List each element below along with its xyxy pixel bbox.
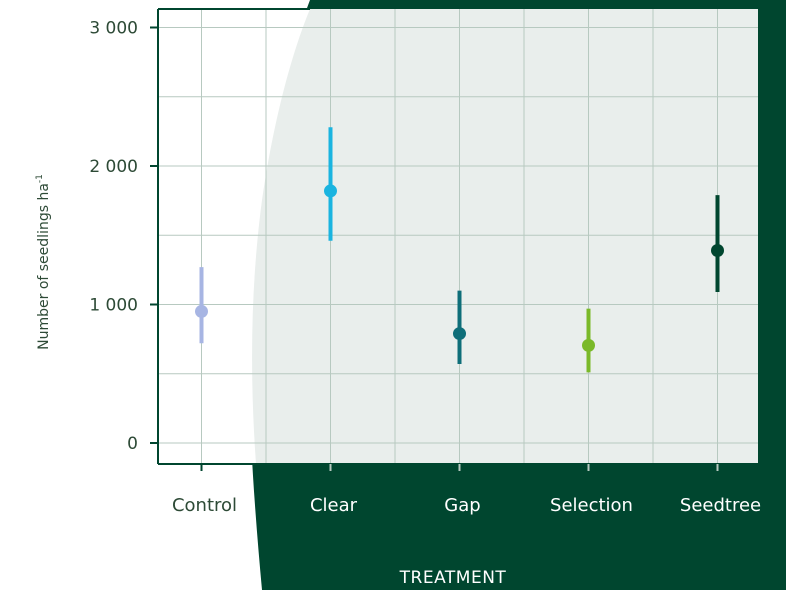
x-ticks: Control Clear Gap Selection Seedtree [172,464,761,516]
y-axis-title: Number of seedlings ha-1 [35,174,52,350]
y-axis-title-text: Number of seedlings ha [36,183,52,350]
data-point [324,184,337,198]
x-tick-label: Gap [444,495,480,516]
grid-lines [158,9,758,464]
y-ticks: 0 1 000 2 000 3 000 [89,19,158,454]
y-axis-title-superscript: -1 [35,174,45,183]
y-tick-label: 3 000 [89,19,138,39]
data-point [582,338,595,352]
data-point [195,304,208,318]
x-tick-label: Control [172,495,237,516]
x-tick-label: Clear [310,495,358,516]
y-tick-label: 1 000 [89,296,138,316]
background-light-panel [252,9,758,464]
x-axis-title: TREATMENT [399,568,507,588]
x-tick-label: Selection [550,495,633,516]
data-point [711,243,724,257]
y-tick-label: 2 000 [89,157,138,177]
x-tick-label: Seedtree [680,495,761,516]
y-tick-label: 0 [127,434,138,454]
data-marks [195,127,724,373]
data-point [453,327,466,341]
